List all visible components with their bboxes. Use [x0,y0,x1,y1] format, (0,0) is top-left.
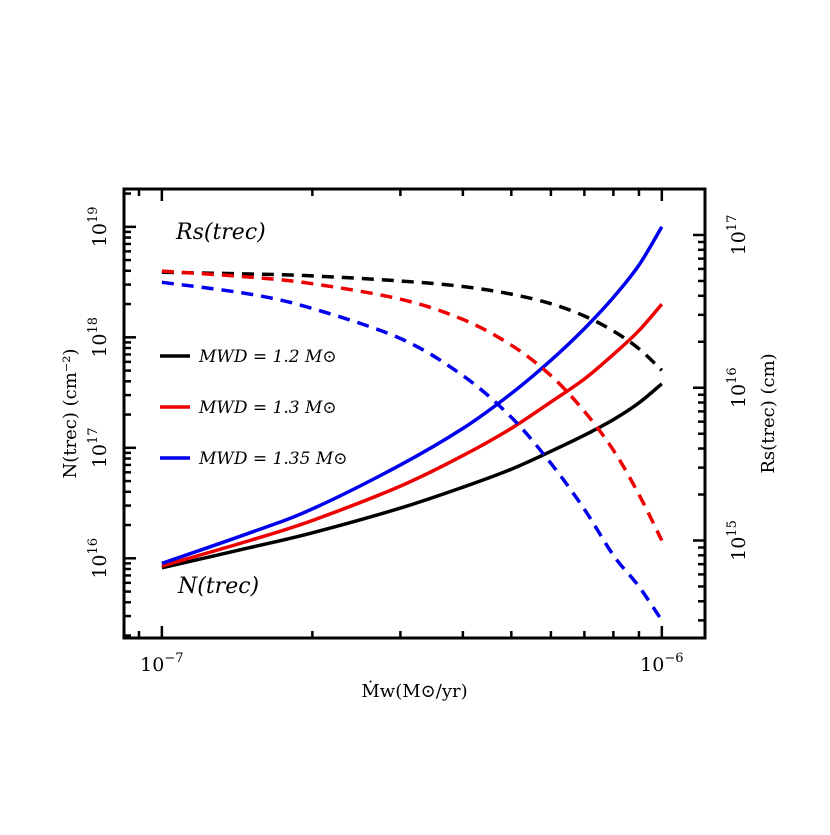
annotation-n: N(trec) [177,574,259,599]
tick-exponent: −7 [164,651,183,666]
annotations: Rs(trec) N(trec) [175,220,266,599]
y-left-tick-label: 1016 [86,538,111,579]
y-left-tick-label: 1019 [86,206,111,247]
series-line-n-2 [161,225,664,566]
y-left-tick-label: 1018 [86,317,111,358]
tick-base: 10 [728,231,750,255]
tick-exponent: 15 [725,520,740,537]
tick-base: 10 [89,223,111,247]
series-line-n-0 [161,382,663,570]
series-lines [161,225,664,622]
axis-titles: Ṁw(M⊙/yr) N(trec) (cm⁻²) Rs(trec) (cm) [60,349,779,703]
tick-base: 10 [728,384,750,408]
x-tick-label: 10−6 [640,651,683,676]
series-line-n-1 [161,302,664,568]
y-left-tick-label: 1017 [86,427,111,468]
tick-base: 10 [89,554,111,578]
tick-exponent: 19 [86,206,101,223]
x-tick-label: 10−7 [140,651,183,676]
axis-ticks [124,187,705,638]
y-right-axis-title: Rs(trec) (cm) [758,353,779,473]
tick-exponent: −6 [664,651,683,666]
tick-exponent: 16 [725,367,740,384]
tick-exponent: 18 [86,317,101,334]
y-left-axis-title: N(trec) (cm⁻²) [60,349,81,479]
legend-label: MWD = 1.2 M⊙ [198,347,337,367]
tick-exponent: 17 [86,427,101,444]
y-right-tick-label: 1016 [725,367,750,408]
y-right-tick-label: 1015 [725,520,750,561]
tick-base: 10 [728,537,750,561]
tick-exponent: 16 [86,538,101,555]
tick-base: 10 [140,654,164,676]
tick-base: 10 [640,654,664,676]
x-axis-title: Ṁw(M⊙/yr) [361,679,467,702]
y-right-tick-label: 1017 [725,215,750,256]
tick-exponent: 17 [725,215,740,232]
legend-label: MWD = 1.35 M⊙ [198,449,347,469]
legend-label: MWD = 1.3 M⊙ [198,398,337,418]
series-line-rs-3 [161,270,664,372]
tick-base: 10 [89,333,111,357]
legend: MWD = 1.2 M⊙ MWD = 1.3 M⊙ MWD = 1.35 M⊙ [160,347,347,469]
series-line-rs-5 [161,280,664,622]
series-line-rs-4 [161,269,664,542]
annotation-rs: Rs(trec) [175,220,266,245]
tick-base: 10 [89,444,111,468]
